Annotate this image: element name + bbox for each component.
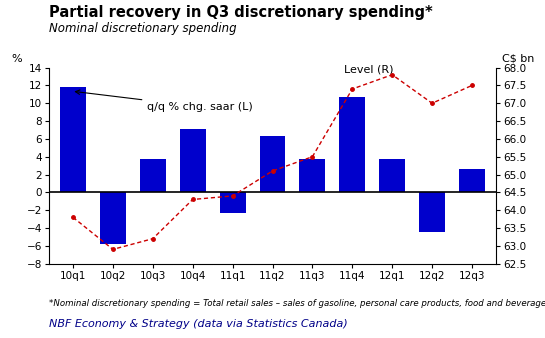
Text: Level (R): Level (R) — [344, 65, 394, 75]
Bar — [100, 192, 126, 244]
Text: Nominal discretionary spending: Nominal discretionary spending — [49, 22, 237, 35]
Text: *Nominal discretionary spending = Total retail sales – sales of gasoline, person: *Nominal discretionary spending = Total … — [49, 299, 545, 308]
Text: C$ bn: C$ bn — [501, 54, 534, 64]
Text: %: % — [11, 54, 22, 64]
Bar — [340, 97, 365, 192]
Bar — [299, 160, 325, 192]
Bar — [60, 87, 86, 192]
Text: NBF Economy & Strategy (data via Statistics Canada): NBF Economy & Strategy (data via Statist… — [49, 319, 348, 330]
Bar — [259, 136, 286, 192]
Bar — [220, 192, 246, 213]
Bar — [140, 160, 166, 192]
Bar — [419, 192, 445, 232]
Bar — [180, 129, 205, 192]
Text: q/q % chg. saar (L): q/q % chg. saar (L) — [75, 90, 253, 112]
Text: Partial recovery in Q3 discretionary spending*: Partial recovery in Q3 discretionary spe… — [49, 5, 433, 20]
Bar — [459, 169, 485, 192]
Bar — [379, 160, 405, 192]
